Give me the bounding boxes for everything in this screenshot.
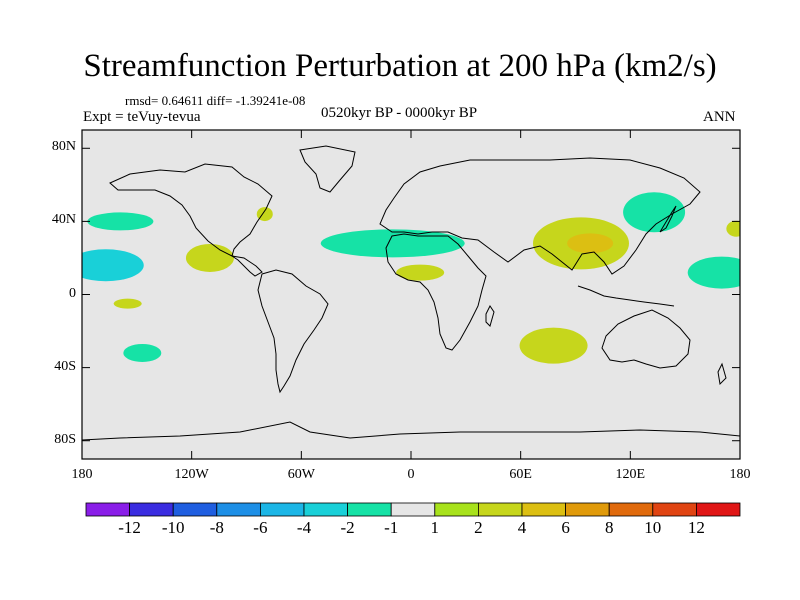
anomaly-patch — [396, 264, 445, 281]
y-tick-label: 40S — [54, 358, 76, 374]
period-label: 0520kyr BP - 0000kyr BP — [321, 105, 478, 121]
colorbar-label: -10 — [161, 518, 185, 537]
colorbar-swatch — [347, 502, 392, 517]
coastlines — [82, 145, 740, 441]
y-tick-label: 80N — [51, 139, 76, 155]
colorbar-label: -6 — [253, 518, 268, 537]
tick-layer — [81, 130, 741, 459]
coast-south-america — [257, 269, 329, 394]
colorbar-swatch — [172, 502, 218, 517]
coast-madagascar — [485, 305, 495, 327]
colorbar-label: 8 — [604, 518, 614, 537]
colorbar — [85, 502, 741, 517]
x-tick-label: 60E — [509, 467, 532, 482]
colorbar-label: 6 — [561, 518, 570, 537]
anomaly-patch — [726, 220, 740, 237]
colorbar-swatch — [85, 502, 130, 517]
colorbar-swatch — [129, 502, 174, 517]
experiment-label: Expt = teVuy-tevua — [83, 109, 201, 125]
colorbar-label: -8 — [209, 518, 224, 537]
anomaly-patch — [113, 298, 142, 309]
y-tick-label: 0 — [69, 285, 76, 301]
anomaly-patch — [123, 343, 162, 362]
anomaly-layer — [82, 192, 740, 364]
coast-north-america — [109, 163, 273, 257]
colorbar-swatch — [216, 502, 261, 517]
x-tick-label: 60W — [287, 467, 315, 482]
stats-line: rmsd= 0.64611 diff= -1.39241e-08 — [125, 93, 306, 108]
colorbar-swatch — [434, 502, 479, 517]
colorbar-swatch — [696, 502, 741, 517]
colorbar-label: -2 — [340, 518, 355, 537]
colorbar-label: 4 — [517, 518, 527, 537]
anomaly-patch — [87, 212, 154, 231]
x-tick-label: 120W — [174, 467, 209, 482]
coast-africa — [385, 233, 487, 351]
y-tick-label: 80S — [54, 431, 76, 447]
anomaly-patch — [82, 249, 144, 282]
x-tick-label: 120E — [615, 467, 646, 482]
coast-indonesia — [577, 285, 675, 307]
anomaly-patch — [567, 233, 614, 254]
colorbar-swatch — [608, 502, 654, 517]
coast-japan — [659, 205, 677, 233]
anomaly-patch — [320, 229, 465, 258]
colorbar-label: -12 — [118, 518, 141, 537]
coast-central-america — [231, 255, 263, 277]
colorbar-label: 10 — [644, 518, 662, 537]
coast-antarctica — [82, 421, 740, 441]
colorbar-label: -4 — [296, 518, 312, 537]
anomaly-patch — [623, 192, 686, 233]
colorbar-swatch — [652, 502, 697, 517]
coast-greenland — [299, 145, 356, 193]
x-tick-label: 180 — [71, 467, 93, 482]
colorbar-swatch — [259, 502, 305, 517]
anomaly-patch — [519, 327, 588, 364]
colorbar-swatch — [477, 502, 523, 517]
colorbar-swatch — [521, 502, 566, 517]
season-label: ANN — [703, 109, 736, 125]
map-background — [82, 130, 740, 459]
colorbar-swatch — [565, 502, 610, 517]
colorbar-label: -1 — [384, 518, 399, 537]
coast-australia — [601, 309, 691, 369]
x-tick-label: 180 — [729, 467, 751, 482]
coast-new-zealand — [717, 362, 727, 386]
colorbar-swatch — [390, 502, 436, 517]
y-tick-label: 40N — [51, 212, 76, 228]
colorbar-label: 1 — [430, 518, 440, 537]
anomaly-patch — [185, 243, 234, 272]
anomaly-patch — [687, 256, 740, 289]
colorbar-swatch — [303, 502, 348, 517]
anomaly-patch — [256, 207, 273, 222]
x-tick-label: 0 — [407, 467, 415, 482]
coast-eurasia — [379, 157, 701, 275]
colorbar-label: 12 — [687, 518, 705, 537]
colorbar-label: 2 — [474, 518, 483, 537]
map-title: Streamfunction Perturbation at 200 hPa (… — [83, 48, 717, 84]
